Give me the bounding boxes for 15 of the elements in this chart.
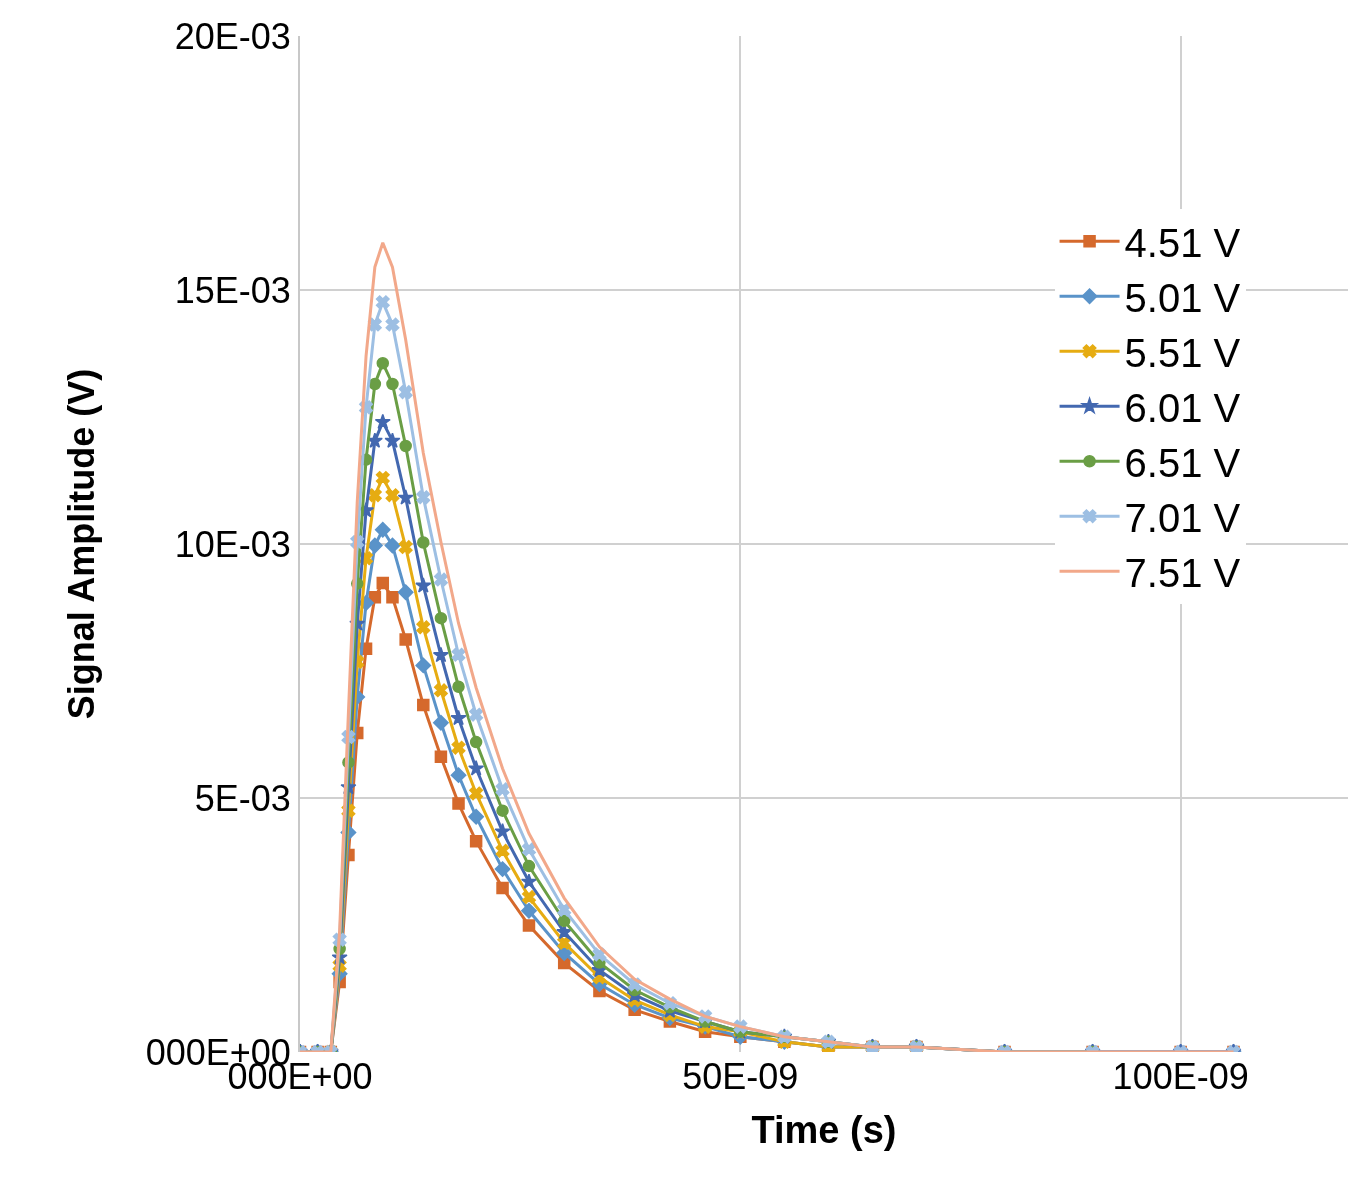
y-axis-title: Signal Amplitude (V) [61,368,103,720]
y-tick-label: 10E-03 [174,523,291,565]
legend-label: 5.01 V [1124,275,1241,320]
legend-label: 7.51 V [1124,550,1241,595]
legend-label: 6.51 V [1124,440,1241,485]
x-axis-title: Time (s) [751,1109,897,1152]
x-tick-label: 100E-09 [1112,1056,1249,1097]
legend-label: 7.01 V [1124,495,1241,540]
x-tick-label: 50E-09 [682,1056,799,1097]
legend-label: 4.51 V [1124,220,1241,265]
y-tick-label: 15E-03 [174,269,291,311]
legend-label: 5.51 V [1124,330,1241,375]
y-tick-label: 20E-03 [174,15,291,57]
y-tick-label: 5E-03 [194,777,291,819]
legend-label: 6.01 V [1124,385,1241,430]
